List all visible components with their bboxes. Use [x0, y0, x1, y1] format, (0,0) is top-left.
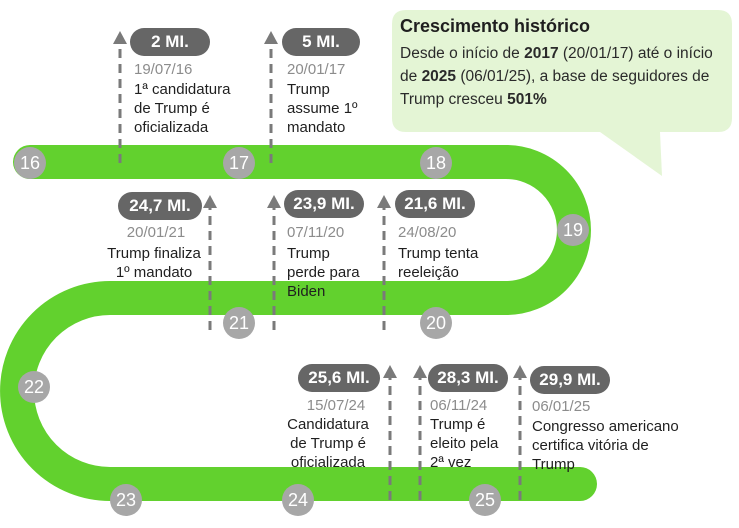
event-description: Trump tenta reeleição [398, 245, 479, 281]
year-marker-16: 16 [14, 147, 46, 179]
arrow-2020-nov [267, 195, 281, 330]
event-date: 20/01/17 [287, 61, 346, 78]
event-description: Trump é eleito pela 2ª vez [430, 416, 499, 471]
year-marker-23: 23 [110, 484, 142, 516]
year-marker-18: 18 [420, 147, 452, 179]
arrow-2024-nov [413, 365, 427, 500]
year-marker-19: 19 [557, 214, 589, 246]
followers-badge: 2 MI. [130, 28, 210, 56]
arrow-2021 [203, 195, 217, 330]
event-date: 24/08/20 [398, 224, 457, 241]
arrow-2024-jul [383, 365, 397, 500]
callout-year-end: 2025 [421, 68, 457, 85]
year-label: 25 [475, 490, 495, 510]
event-date: 06/01/25 [532, 398, 591, 415]
callout-text-part: Desde o início de [400, 45, 525, 62]
event-date: 06/11/24 [430, 397, 488, 414]
callout-text: Desde o início de 2017 (20/01/17) até o … [400, 42, 724, 111]
event-description: Candidatura de Trump é oficializada [287, 416, 369, 471]
callout-year-start: 2017 [524, 45, 559, 62]
event-description: Congresso americano certifica vitória de… [532, 418, 679, 473]
year-label: 19 [563, 220, 583, 240]
year-label: 21 [229, 313, 249, 333]
callout-text-part: (06/01/25), a base de seguidores de Trum… [400, 68, 710, 108]
followers-badge: 24,7 MI. [118, 192, 202, 220]
event-description: Trump assume 1º mandato [287, 81, 358, 136]
callout-text-part: (20/01/17) até o início de [400, 45, 713, 85]
followers-badge: 21,6 MI. [395, 190, 475, 218]
event-description: Trump perde para Biden [287, 245, 360, 300]
year-marker-17: 17 [223, 147, 255, 179]
year-label: 18 [426, 153, 446, 173]
year-label: 24 [288, 490, 308, 510]
year-label: 22 [24, 377, 44, 397]
year-marker-25: 25 [469, 484, 501, 516]
arrow-2020-aug [377, 195, 391, 330]
arrow-2017 [264, 31, 278, 163]
arrow-2016 [113, 31, 127, 163]
event-date: 20/01/21 [126, 224, 186, 241]
followers-badge: 23,9 MI. [284, 190, 364, 218]
year-label: 16 [20, 153, 40, 173]
growth-callout: Crescimento histórico Desde o início de … [390, 10, 730, 132]
timeline-road [0, 145, 597, 501]
year-label: 17 [229, 153, 249, 173]
event-date: 07/11/20 [287, 224, 345, 241]
callout-bubble [392, 10, 732, 176]
event-description: 1ª candidatura de Trump é oficializada [134, 81, 231, 136]
year-label: 20 [426, 313, 446, 333]
year-marker-20: 20 [420, 307, 452, 339]
event-description: Trump finaliza 1º mandato [107, 245, 201, 281]
year-marker-21: 21 [223, 307, 255, 339]
event-date: 19/07/16 [134, 61, 193, 78]
followers-badge: 5 MI. [282, 28, 360, 56]
event-date: 15/07/24 [306, 397, 366, 414]
year-label: 23 [116, 490, 136, 510]
followers-badge: 25,6 MI. [298, 364, 380, 392]
callout-growth-percent: 501% [507, 91, 547, 108]
callout-title: Crescimento histórico [400, 16, 591, 36]
followers-badge: 28,3 MI. [428, 364, 508, 392]
year-marker-22: 22 [18, 371, 50, 403]
year-marker-24: 24 [282, 484, 314, 516]
followers-badge: 29,9 MI. [530, 366, 610, 394]
arrow-2025 [513, 365, 527, 500]
